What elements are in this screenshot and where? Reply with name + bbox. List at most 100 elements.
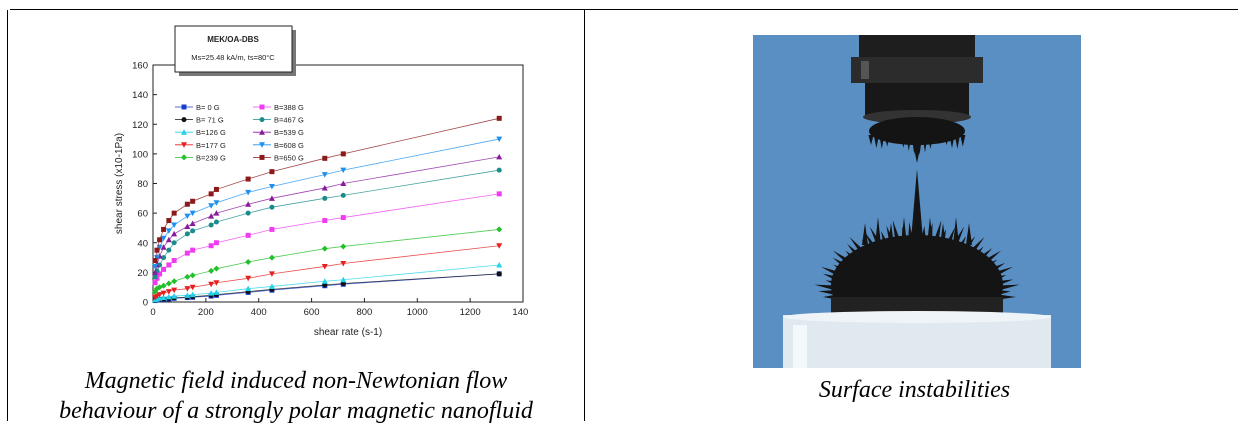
cluster-spike [960, 236, 976, 256]
upper-spike [933, 135, 939, 142]
marker-square [340, 151, 346, 157]
series-line [154, 264, 500, 301]
marker-square [184, 250, 190, 256]
table-left-border [7, 10, 8, 421]
marker-square [269, 226, 275, 232]
marker-diamond [213, 265, 220, 272]
y-tick-label: 0 [143, 298, 148, 309]
right-caption-text: Surface instabilities [818, 377, 1011, 403]
legend-item: B= 0 G [175, 103, 220, 112]
cluster-spike [849, 236, 869, 259]
marker-square [322, 218, 328, 224]
cluster-spike [993, 284, 1020, 292]
marker-triangle [213, 289, 220, 295]
series-5 [152, 226, 503, 295]
cluster-top-spike [966, 223, 972, 245]
cluster-spike [978, 250, 1002, 269]
marker-triangle-down [181, 142, 187, 148]
marker-triangle-down [189, 284, 196, 291]
cluster-spike [881, 230, 890, 250]
legend-label: B=126 G [196, 128, 226, 137]
upper-spike [900, 135, 906, 148]
marker-diamond [160, 282, 167, 289]
marker-diamond [208, 267, 215, 274]
cluster-spike [955, 236, 967, 254]
dish-glare [793, 325, 807, 368]
marker-square [245, 232, 251, 238]
marker-triangle [213, 210, 220, 216]
cluster-spike [832, 257, 853, 272]
marker-triangle-down [268, 271, 275, 277]
upper-magnet-holder [851, 35, 983, 124]
marker-triangle-down [496, 136, 503, 143]
marker-diamond [156, 284, 163, 291]
marker-triangle-down [208, 281, 215, 288]
marker-square [322, 155, 328, 161]
marker-triangle-down [156, 292, 163, 298]
marker-triangle [160, 244, 167, 250]
marker-circle [181, 117, 187, 123]
cluster-spike [985, 262, 1006, 276]
marker-triangle-down [208, 203, 215, 209]
marker-triangle-down [184, 286, 191, 292]
legend-label: B=388 G [274, 103, 304, 112]
marker-triangle [152, 269, 159, 275]
series-7 [152, 167, 502, 280]
cluster-spike [846, 243, 864, 262]
marker-triangle-down [496, 243, 503, 249]
marker-triangle [165, 236, 172, 243]
left-caption-line-2: behaviour of a strongly polar magnetic n… [59, 398, 533, 424]
cluster-spike [944, 227, 955, 250]
legend-item: B= 71 G [175, 116, 224, 125]
series-line [154, 229, 500, 292]
marker-diamond [153, 285, 160, 292]
marker-triangle [340, 180, 347, 186]
legend-label: B=177 G [196, 141, 226, 150]
right-figure-cell: Surface instabilities [585, 10, 1244, 421]
shear-stress-chart: 0 20 40 60 80 100 120 140 160 0 200 400 600 800 1000 12… [114, 25, 528, 338]
series-line [154, 169, 500, 277]
series-8 [152, 153, 503, 275]
marker-square [208, 243, 214, 249]
marker-triangle [189, 220, 196, 226]
x-tick-label: 800 [356, 307, 372, 318]
marker-triangle [184, 223, 191, 229]
marker-square [496, 191, 502, 197]
marker-triangle-down [184, 213, 191, 220]
marker-square [496, 115, 502, 121]
y-tick-label: 40 [137, 238, 148, 249]
marker-triangle [171, 293, 178, 299]
series-1 [152, 271, 502, 304]
left-caption-line-1: Magnetic field induced non-Newtonian flo… [84, 368, 508, 394]
marker-triangle [496, 261, 503, 268]
holder-ring [851, 57, 983, 83]
marker-triangle-down [165, 289, 172, 295]
x-tick-label: 200 [198, 307, 214, 318]
marker-triangle-down [340, 260, 347, 267]
marker-square [190, 198, 196, 204]
cluster-top-spike [914, 223, 920, 245]
legend-item: B=239 G [175, 153, 226, 162]
marker-triangle [165, 293, 172, 300]
cluster-top-spike [953, 217, 959, 245]
marker-circle [184, 231, 190, 237]
cluster-top-spike [927, 217, 933, 245]
legend-item: B=126 G [175, 128, 226, 137]
cluster-spike [920, 225, 927, 245]
series-4 [152, 243, 503, 301]
legend-label: B= 71 G [196, 116, 224, 125]
dish-rim [783, 311, 1051, 323]
marker-circle [152, 274, 158, 280]
marker-triangle [340, 276, 347, 283]
dish-body [783, 315, 1051, 368]
cluster-spike [970, 246, 984, 262]
marker-square [161, 266, 167, 272]
cluster-top-spike [875, 217, 881, 245]
marker-square [259, 104, 265, 110]
marker-square [213, 240, 219, 246]
marker-square [340, 215, 346, 221]
marker-circle [496, 271, 502, 277]
marker-triangle-down [160, 290, 167, 297]
marker-diamond [181, 154, 187, 161]
x-tick-label: 1400 [512, 307, 528, 318]
